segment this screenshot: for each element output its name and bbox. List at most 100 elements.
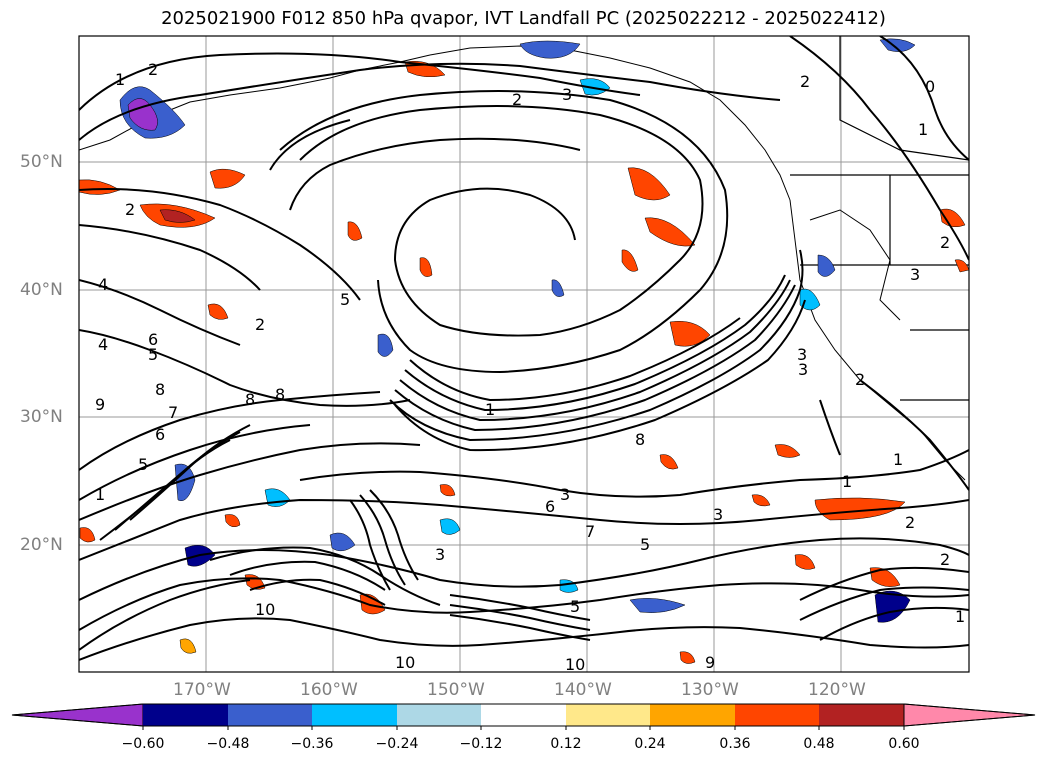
colorbar-tick: 0.60 bbox=[888, 736, 920, 752]
colorbar-tick: −0.60 bbox=[121, 736, 165, 752]
pos-patch-e1 bbox=[774, 444, 801, 458]
lon-label-160w: 160°W bbox=[300, 680, 358, 700]
colorbar-tick: −0.12 bbox=[459, 736, 503, 752]
colorbar-tick: 0.24 bbox=[634, 736, 666, 752]
contour-label: 2 bbox=[255, 315, 265, 334]
colorbar-bin bbox=[819, 704, 904, 726]
neg-patch-s1 bbox=[629, 598, 686, 613]
contour-label: 1 bbox=[893, 450, 903, 469]
colorbar-bin bbox=[228, 704, 312, 726]
contour-label: 5 bbox=[148, 345, 158, 364]
pos-patch-s8 bbox=[179, 638, 197, 654]
colorbar-extend-high bbox=[903, 703, 1036, 727]
neg-patch-mid1 bbox=[377, 333, 394, 357]
map-title: 2025021900 F012 850 hPa qvapor, IVT Land… bbox=[161, 8, 886, 29]
pos-patch-mid1 bbox=[347, 221, 363, 241]
neg-patch-s5 bbox=[439, 518, 461, 535]
contour-label: 2 bbox=[512, 90, 522, 109]
pos-patch-s5 bbox=[659, 454, 679, 470]
colorbar-tick: 0.12 bbox=[550, 736, 582, 752]
contour-labels: 1 2 2 3 2 0 1 2 4 6 4 5 2 5 8 9 8 8 6 7 … bbox=[95, 60, 965, 674]
coastline bbox=[79, 45, 966, 481]
colorbar-bin bbox=[735, 704, 819, 726]
pos-patch-s10 bbox=[954, 259, 969, 273]
colorbar-extend-low bbox=[11, 703, 144, 727]
pos-patch-mid2 bbox=[419, 257, 433, 277]
contour-label: 3 bbox=[798, 360, 808, 379]
contour-label: 2 bbox=[148, 60, 158, 79]
colorbar-tick: −0.48 bbox=[206, 736, 250, 752]
contour-label: 2 bbox=[800, 72, 810, 91]
contour-label: 2 bbox=[940, 233, 950, 252]
contour-label: 10 bbox=[395, 653, 415, 672]
contour-label: 3 bbox=[435, 545, 445, 564]
pos-patch-ne1 bbox=[627, 167, 671, 201]
contour-label: 5 bbox=[340, 290, 350, 309]
colorbar-bin bbox=[481, 704, 566, 726]
colorbar-tick: 0.48 bbox=[803, 736, 835, 752]
contour-label: 2 bbox=[125, 200, 135, 219]
contour-label: 1 bbox=[95, 485, 105, 504]
contour-label: 6 bbox=[545, 497, 555, 516]
contour-label: 2 bbox=[940, 550, 950, 569]
colorbar bbox=[11, 703, 1036, 730]
ivt-contours bbox=[79, 36, 969, 661]
lat-label-40: 40°N bbox=[20, 280, 63, 300]
pos-patch-e2 bbox=[814, 497, 906, 521]
colorbar-bin bbox=[650, 704, 735, 726]
contour-label: 9 bbox=[95, 395, 105, 414]
contour-label: 1 bbox=[842, 472, 852, 491]
contour-label: 4 bbox=[98, 335, 108, 354]
neg-patch-north2 bbox=[579, 78, 611, 96]
neg-patch-coast2 bbox=[799, 288, 821, 311]
pos-patch-e3 bbox=[869, 567, 901, 587]
contour-label: 8 bbox=[635, 430, 645, 449]
contour-label: 10 bbox=[565, 655, 585, 674]
pos-patch-ne2 bbox=[644, 217, 696, 247]
lon-label-120w: 120°W bbox=[808, 680, 866, 700]
contour-label: 9 bbox=[705, 653, 715, 672]
contour-label: 7 bbox=[585, 522, 595, 541]
neg-patch-bering-core bbox=[127, 98, 158, 131]
graticule bbox=[79, 36, 969, 672]
lat-label-20: 20°N bbox=[20, 535, 63, 555]
contour-label: 8 bbox=[275, 385, 285, 404]
colorbar-tick: 0.36 bbox=[719, 736, 751, 752]
colorbar-tick: −0.36 bbox=[290, 736, 334, 752]
contour-label: 3 bbox=[560, 485, 570, 504]
neg-patch-mid2 bbox=[551, 279, 565, 297]
colorbar-bin bbox=[143, 704, 228, 726]
contour-label: 1 bbox=[115, 70, 125, 89]
map-background bbox=[79, 36, 969, 672]
colorbar-bin bbox=[312, 704, 397, 726]
lon-label-170w: 170°W bbox=[173, 680, 231, 700]
pos-patch-e5 bbox=[751, 494, 771, 507]
pos-patch-mid3 bbox=[621, 249, 639, 272]
map-frame bbox=[78, 35, 970, 673]
pos-patch-s1 bbox=[359, 593, 386, 615]
contour-label: 7 bbox=[168, 403, 178, 422]
contour-label: 2 bbox=[855, 370, 865, 389]
pos-patch-e4 bbox=[794, 554, 816, 570]
contour-label: 6 bbox=[155, 425, 165, 444]
lon-label-130w: 130°W bbox=[681, 680, 739, 700]
colorbar-tick: −0.24 bbox=[375, 736, 419, 752]
pos-patch-s7 bbox=[79, 527, 96, 543]
neg-patch-north bbox=[519, 40, 581, 59]
contour-label: 3 bbox=[910, 265, 920, 284]
contour-label: 5 bbox=[138, 455, 148, 474]
lat-label-50: 50°N bbox=[20, 152, 63, 172]
contour-label: 6 bbox=[148, 330, 158, 349]
contour-label: 10 bbox=[255, 600, 275, 619]
neg-patch-coast1 bbox=[817, 254, 836, 277]
contour-label: 8 bbox=[245, 390, 255, 409]
qvapor-fill-patches bbox=[79, 38, 969, 664]
pos-patch-mid4 bbox=[669, 321, 711, 347]
contour-label: 5 bbox=[570, 597, 580, 616]
contour-label: 1 bbox=[955, 607, 965, 626]
contour-label: 8 bbox=[155, 380, 165, 399]
contour-label: 2 bbox=[905, 513, 915, 532]
lat-label-30: 30°N bbox=[20, 407, 63, 427]
colorbar-bin bbox=[566, 704, 650, 726]
